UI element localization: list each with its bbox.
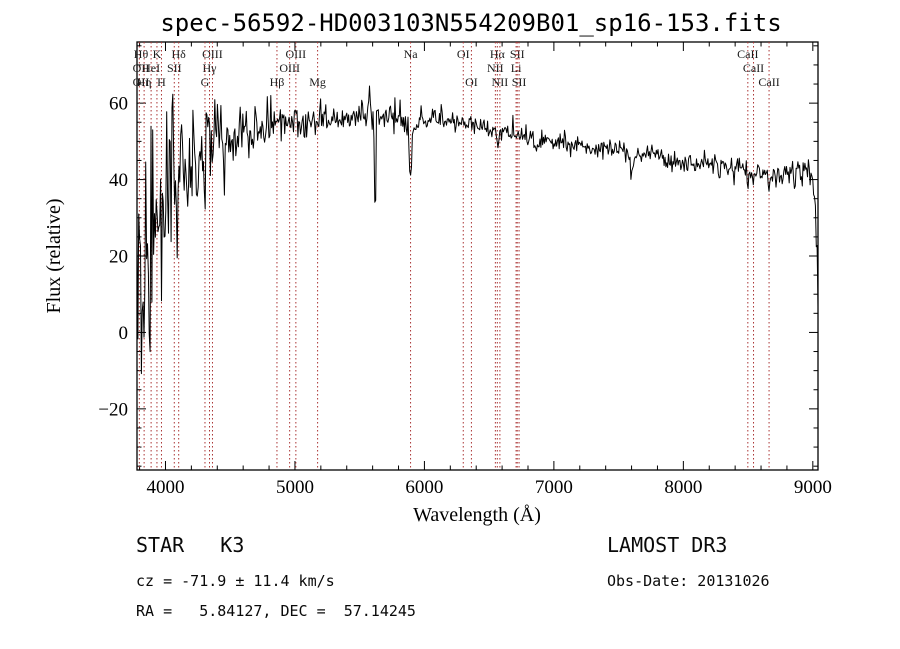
object-class-label: STAR K3	[136, 533, 245, 557]
spectral-marker-label: G	[201, 75, 210, 89]
cz-value: cz = -71.9 ± 11.4 km/s	[136, 572, 335, 590]
spectral-marker-label: Hγ	[203, 61, 218, 75]
y-axis-label: Flux (relative)	[43, 199, 65, 314]
y-tick-label: 0	[119, 323, 129, 344]
spectral-marker-label: Mg	[309, 75, 326, 89]
spectral-marker-label: OIII	[286, 47, 307, 61]
spectral-marker-label: SII	[167, 61, 182, 75]
plot-title: spec-56592-HD003103N554209B01_sp16-153.f…	[160, 9, 781, 37]
spectral-marker-label: OIII	[202, 47, 223, 61]
spectral-marker-label: CaII	[758, 75, 779, 89]
x-tick-label: 4000	[146, 477, 184, 498]
survey-release-label: LAMOST DR3	[607, 533, 728, 557]
spectral-marker-label: Hα	[490, 47, 506, 61]
spectral-marker-label: OII	[133, 61, 150, 75]
plot-frame	[136, 41, 819, 471]
spectral-marker-label: OII	[133, 75, 150, 89]
y-tick-label: 20	[109, 247, 128, 268]
spectral-marker-label: HeI	[142, 61, 160, 75]
spectrum-path	[136, 85, 819, 375]
spectral-marker-label: NII	[492, 75, 509, 89]
spectral-marker-label: Hθ	[134, 47, 149, 61]
obs-date: Obs-Date: 20131026	[607, 572, 770, 590]
y-tick-label: −20	[98, 399, 128, 420]
x-tick-label: 9000	[794, 477, 832, 498]
x-tick-label: 6000	[405, 477, 443, 498]
spectral-marker-label: Hδ	[172, 47, 187, 61]
spectral-marker-label: Na	[404, 47, 419, 61]
spectral-marker-label: OIII	[279, 61, 300, 75]
spectral-marker-label: H	[157, 75, 166, 89]
x-tick-label: 5000	[276, 477, 314, 498]
x-tick-label: 8000	[664, 477, 702, 498]
x-tick-label: 7000	[535, 477, 573, 498]
spectral-marker-label: SII	[512, 75, 527, 89]
spectral-marker-label: Li	[511, 61, 522, 75]
spectral-marker-label: Hβ	[270, 75, 285, 89]
y-tick-label: 40	[109, 170, 128, 191]
spectral-marker-label: SII	[510, 47, 525, 61]
y-tick-label: 60	[109, 94, 128, 115]
spectral-marker-label: OI	[457, 47, 470, 61]
spectral-marker-label: CaII	[737, 47, 758, 61]
spectral-marker-label: NII	[487, 61, 504, 75]
spectral-marker-label: OI	[465, 75, 478, 89]
x-axis-label: Wavelength (Å)	[413, 504, 541, 526]
ra-dec-value: RA = 5.84127, DEC = 57.14245	[136, 602, 416, 620]
spectral-marker-label: Hη	[137, 75, 152, 89]
spectral-marker-label: CaII	[743, 61, 764, 75]
spectral-marker-label: K	[153, 47, 162, 61]
